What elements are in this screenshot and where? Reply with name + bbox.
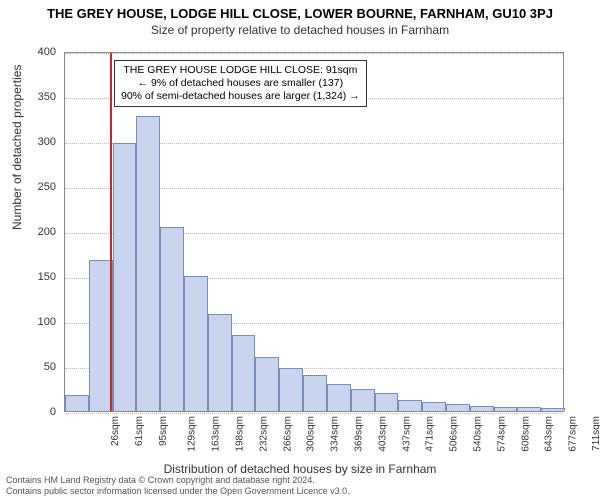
footer-line1: Contains HM Land Registry data © Crown c… [6,475,350,486]
histogram-bar [113,143,137,411]
x-tick-label: 129sqm [187,416,198,452]
annotation-line3: 90% of semi-detached houses are larger (… [121,90,360,103]
x-tick-label: 95sqm [158,416,169,446]
y-tick-label: 50 [20,361,56,373]
x-tick-label: 574sqm [496,416,507,452]
x-tick-label: 163sqm [211,416,222,452]
x-tick-label: 608sqm [520,416,531,452]
footer-attribution: Contains HM Land Registry data © Crown c… [6,475,350,497]
y-tick-label: 250 [20,181,56,193]
histogram-bar [470,406,494,411]
y-tick-label: 350 [20,91,56,103]
y-tick-label: 0 [20,406,56,418]
x-tick-label: 232sqm [258,416,269,452]
x-tick-label: 26sqm [110,416,121,446]
annotation-line1: THE GREY HOUSE LODGE HILL CLOSE: 91sqm [121,64,360,77]
histogram-bar [541,408,565,411]
x-tick-label: 471sqm [425,416,436,452]
y-tick-label: 300 [20,136,56,148]
histogram-bar [517,407,541,411]
histogram-bar [136,116,160,411]
x-axis-ticks: 26sqm 61sqm 95sqm 129sqm 163sqm 198sqm 232sqm 2… [64,414,564,464]
x-tick-label: 198sqm [235,416,246,452]
plot-area: THE GREY HOUSE LODGE HILL CLOSE: 91sqm ←… [64,52,564,412]
histogram-bar [208,314,232,411]
x-tick-label: 506sqm [449,416,460,452]
x-tick-label: 266sqm [282,416,293,452]
gridline [65,53,563,54]
histogram-bar [255,357,279,411]
x-tick-label: 300sqm [306,416,317,452]
histogram-bar [65,395,89,411]
x-axis-label: Distribution of detached houses by size … [0,462,600,476]
y-tick-label: 400 [20,46,56,58]
histogram-bar [351,389,375,412]
y-axis-ticks: 050100150200250300350400 [0,52,60,412]
x-tick-label: 540sqm [473,416,484,452]
histogram-bar [327,384,351,411]
histogram-bar [398,400,422,411]
histogram-bar [184,276,208,411]
histogram-bar [446,404,470,411]
chart-title-sub: Size of property relative to detached ho… [0,21,600,37]
x-tick-label: 403sqm [377,416,388,452]
property-marker-line [110,53,112,411]
x-tick-label: 334sqm [330,416,341,452]
histogram-bar [279,368,303,411]
annotation-box: THE GREY HOUSE LODGE HILL CLOSE: 91sqm ←… [114,60,367,107]
footer-line2: Contains public sector information licen… [6,486,350,497]
histogram-bar [494,407,518,412]
y-tick-label: 100 [20,316,56,328]
x-tick-label: 61sqm [134,416,145,446]
x-tick-label: 369sqm [354,416,365,452]
x-tick-label: 711sqm [591,416,600,451]
histogram-bar [422,402,446,411]
histogram-bar [160,227,184,412]
histogram-bar [89,260,113,411]
x-tick-label: 437sqm [401,416,412,452]
histogram-bar [232,335,256,412]
y-tick-label: 150 [20,271,56,283]
x-tick-label: 677sqm [568,416,579,452]
chart-title-main: THE GREY HOUSE, LODGE HILL CLOSE, LOWER … [0,0,600,21]
annotation-line2: ← 9% of detached houses are smaller (137… [121,77,360,90]
histogram-bar [303,375,327,411]
y-tick-label: 200 [20,226,56,238]
x-tick-label: 643sqm [544,416,555,452]
histogram-bar [375,393,399,411]
